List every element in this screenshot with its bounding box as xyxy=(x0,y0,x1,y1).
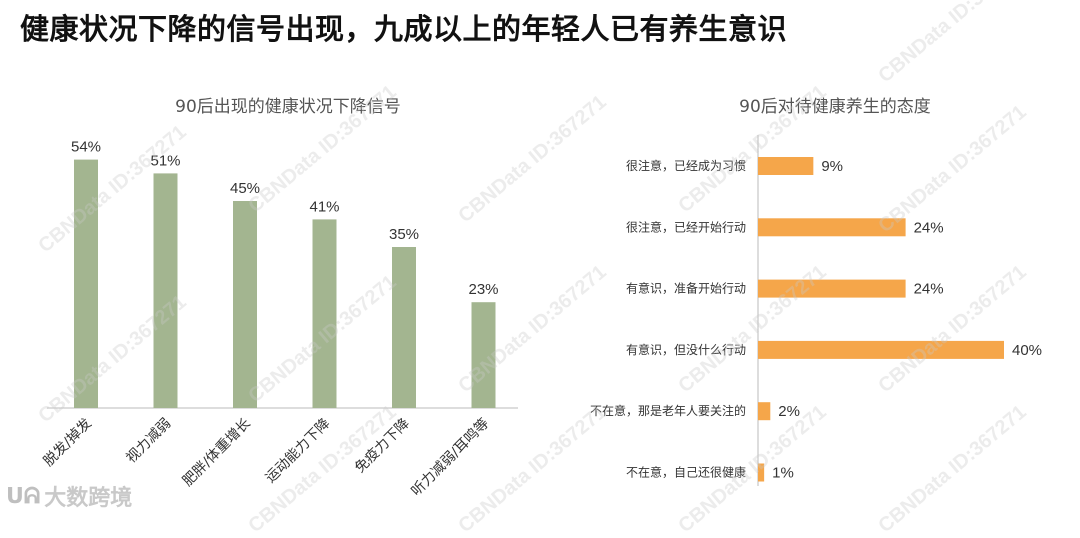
brand-logo: ᑌᕱ 大数跨境 xyxy=(6,480,132,512)
bar-3 xyxy=(233,201,257,408)
bar-6 xyxy=(471,302,496,408)
bar-category-label: 运动能力下降 xyxy=(263,416,334,487)
bar-value-label: 41% xyxy=(309,198,339,215)
hbar-category-label: 不在意，那是老年人要关注的 xyxy=(590,403,746,418)
hbar-category-label: 很注意，已经开始行动 xyxy=(626,219,746,234)
bar-value-label: 35% xyxy=(389,226,419,243)
hbar-1 xyxy=(758,157,814,175)
bar-4 xyxy=(312,219,337,408)
hbar-category-label: 有意识，但没什么行动 xyxy=(626,342,746,357)
bar-category-label: 脱发/掉发 xyxy=(41,416,95,470)
hbar-value-label: 24% xyxy=(914,219,944,236)
hbar-value-label: 1% xyxy=(772,465,794,482)
bar-value-label: 54% xyxy=(71,139,101,156)
logo-text: 大数跨境 xyxy=(44,486,133,511)
bar-5 xyxy=(392,247,416,408)
hbar-5 xyxy=(758,402,771,421)
bar-value-label: 23% xyxy=(468,281,498,298)
bar-2 xyxy=(153,173,178,408)
hbar-6 xyxy=(758,463,765,482)
hbar-value-label: 2% xyxy=(778,403,800,420)
hbar-2 xyxy=(758,218,906,237)
hbar-3 xyxy=(758,279,906,298)
hbar-value-label: 40% xyxy=(1012,342,1042,359)
charts-canvas: 54% 脱发/掉发 51% 视力减弱 45% 肥胖/体重增长 41% 运动能力下降 35% 免疫力… xyxy=(41,135,1042,500)
hbar-category-label: 很注意，已经成为习惯 xyxy=(626,158,746,173)
bar-category-label: 免疫力下降 xyxy=(352,416,413,477)
hbar-category-label: 有意识，准备开始行动 xyxy=(626,281,746,296)
page-title: 健康状况下降的信号出现，九成以上的年轻人已有养生意识 xyxy=(20,12,788,46)
bar-category-label: 听力减弱/耳鸣等 xyxy=(408,415,493,500)
bar-value-label: 51% xyxy=(150,152,180,169)
hbar-value-label: 9% xyxy=(821,158,843,175)
bar-category-label: 视力减弱 xyxy=(123,416,174,467)
hbar-category-label: 不在意，自己还很健康 xyxy=(626,465,746,480)
hbar-value-label: 24% xyxy=(914,281,944,298)
hbar-4 xyxy=(758,340,1004,359)
bar-1 xyxy=(74,159,98,408)
bar-category-label: 肥胖/体重增长 xyxy=(180,416,254,490)
right-chart-title: 90后对待健康养生的态度 xyxy=(739,97,931,117)
logo-icon: ᑌᕱ xyxy=(6,483,41,509)
bar-value-label: 45% xyxy=(230,180,260,197)
left-chart-title: 90后出现的健康状况下降信号 xyxy=(175,97,401,117)
